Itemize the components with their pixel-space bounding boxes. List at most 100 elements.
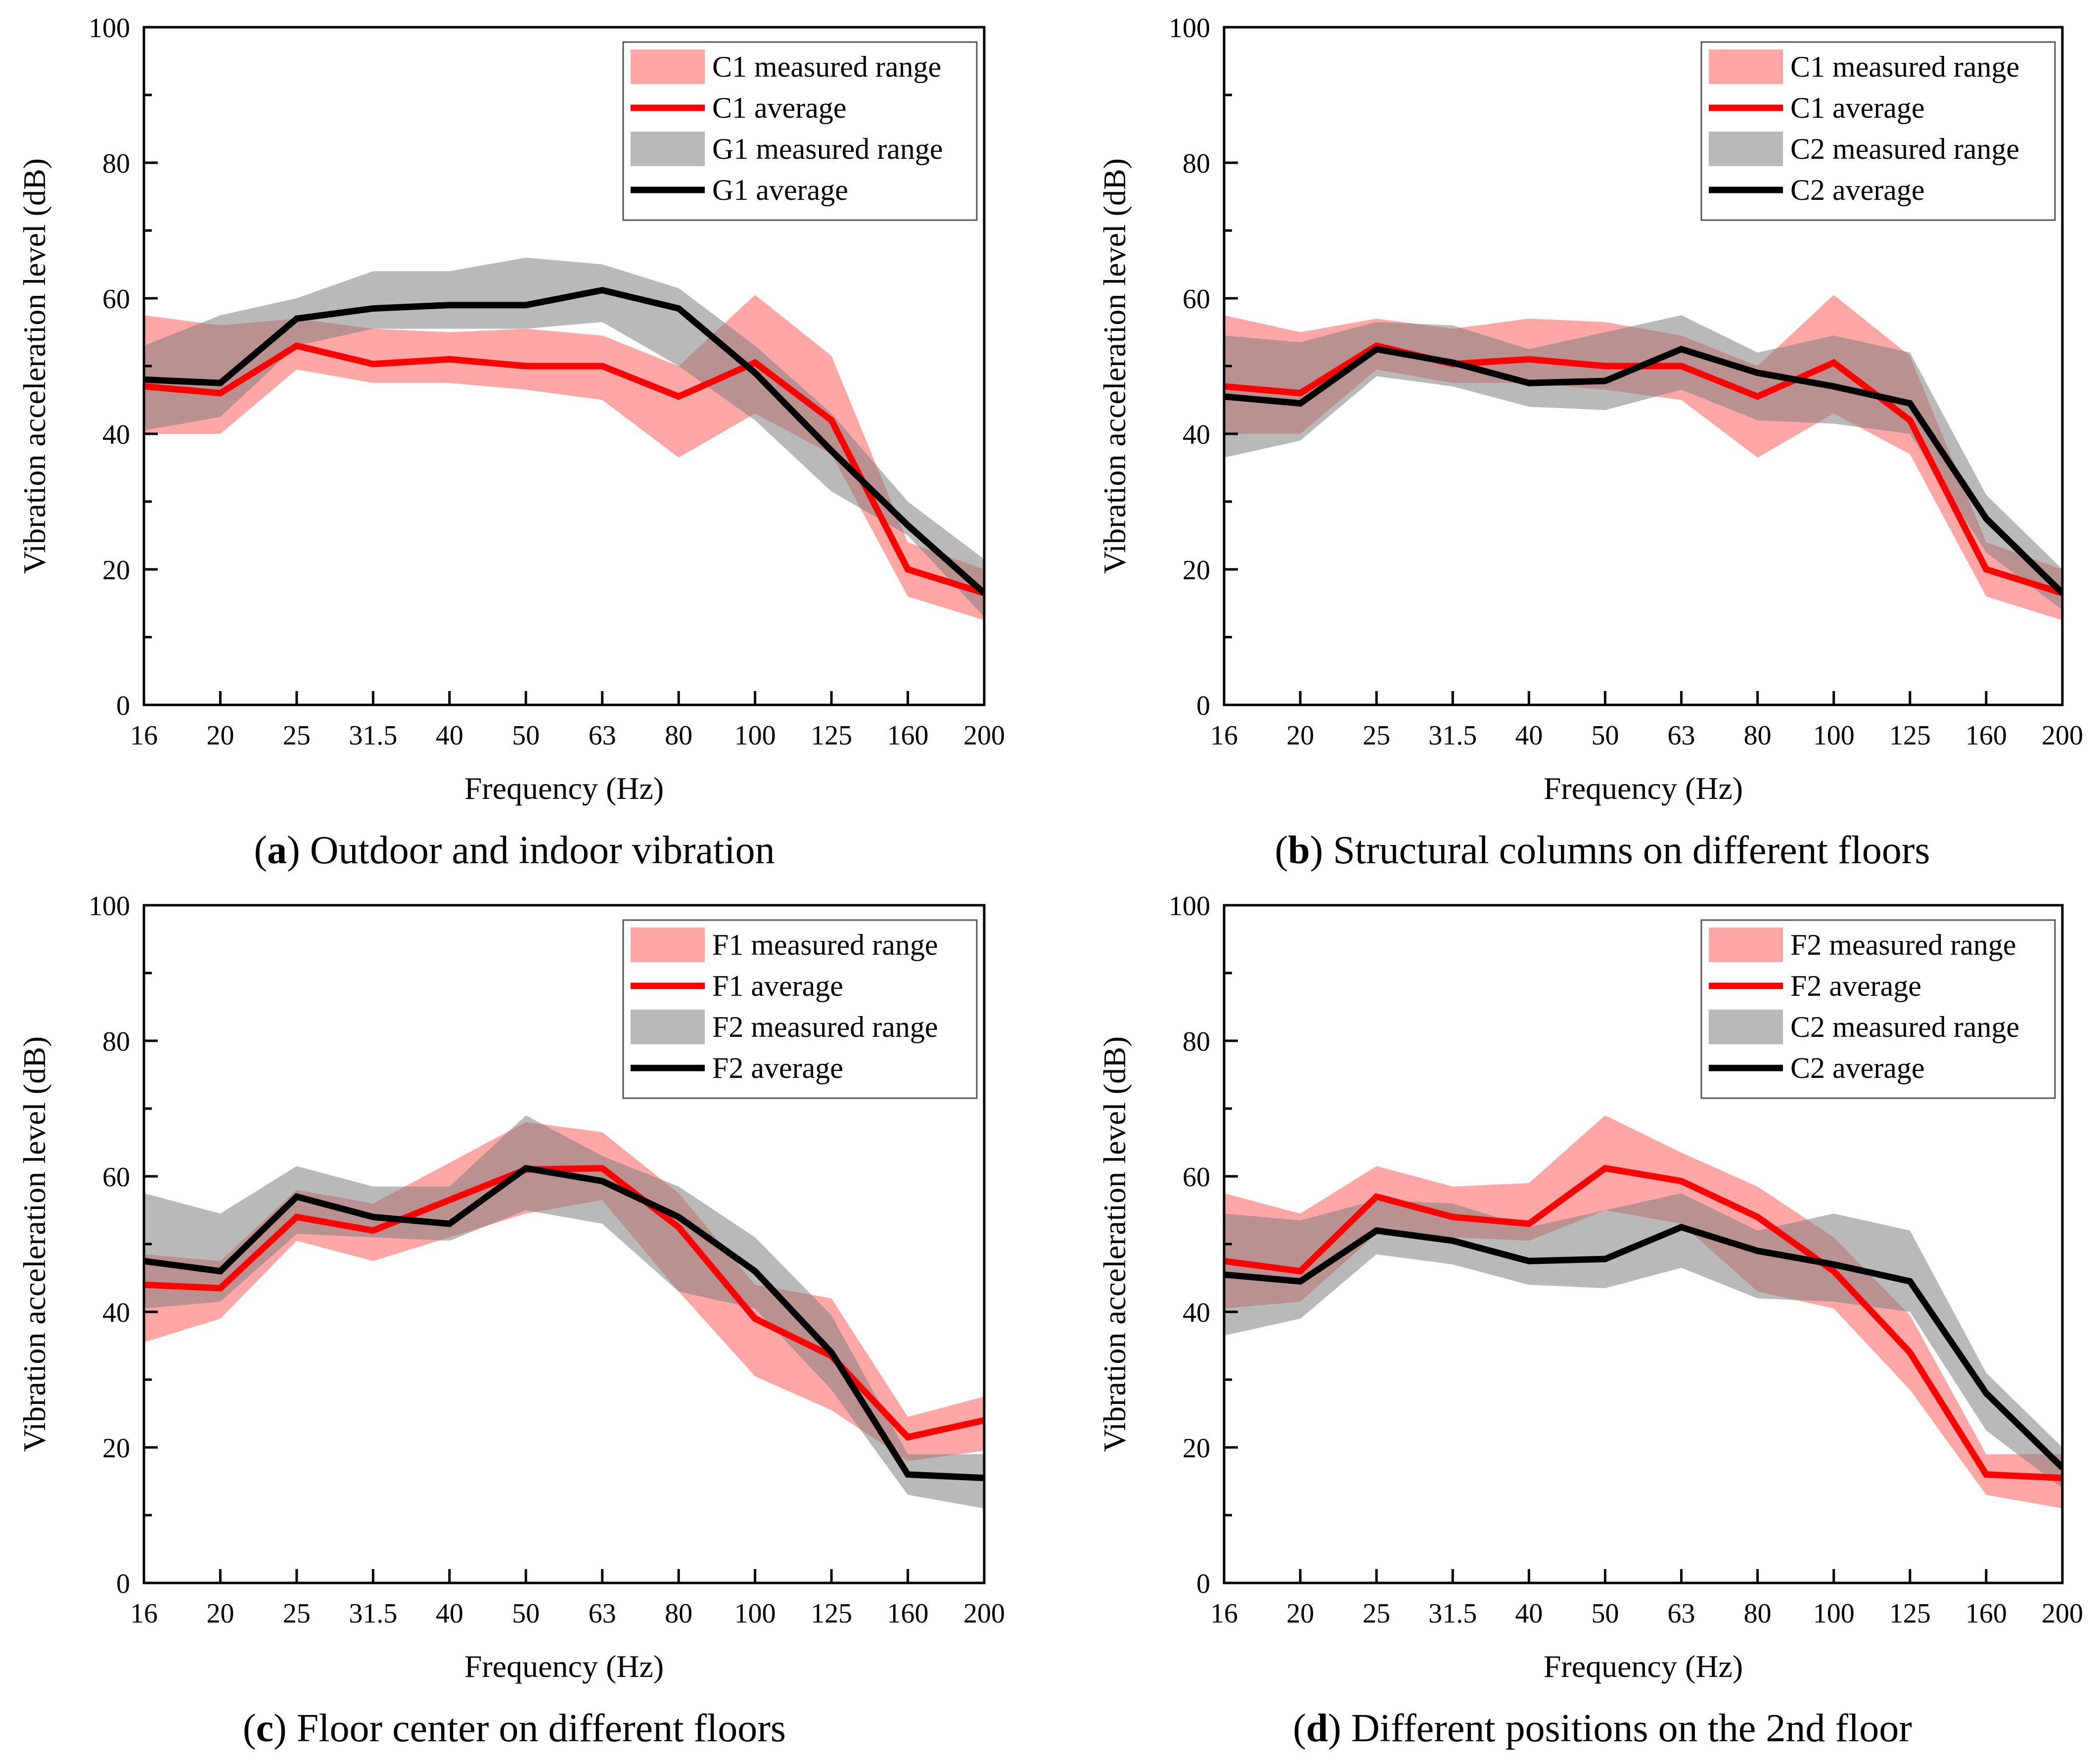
point-f1-average-63 [602,1168,603,1169]
point-g1-average-31.5 [372,308,373,309]
point-g1-average-160 [908,525,909,526]
legend-swatch-band [631,49,705,84]
point-c1-average-31.5 [372,364,373,365]
legend-label: C2 measured range [1790,1011,2019,1043]
point-f2-average-160 [908,1474,909,1475]
point-c2-average-50 [1604,1258,1605,1259]
point-f2-average-40 [449,1223,450,1224]
x-tick-label: 160 [1965,720,2007,751]
chart-panel-c: 0 20 40 60 80 100 16 20 25 31.5 40 50 63 80 100 125 160 2… [17,891,1005,1750]
y-tick-label: 80 [1183,1026,1210,1057]
point-f2-average-80 [678,1216,679,1217]
x-tick-label: 31.5 [1428,720,1477,751]
legend-swatch-band [1709,928,1783,962]
legend-swatch-band [1709,49,1783,84]
point-c2-average-31.5 [1452,362,1453,363]
point-f2-average-50 [525,1168,526,1169]
point-c1-average-125 [1910,420,1911,421]
y-tick-label: 60 [1183,284,1210,315]
x-tick-label: 20 [206,1598,234,1629]
point-f1-average-80 [678,1227,679,1228]
panel-caption: (a) Outdoor and indoor vibration [254,829,775,872]
legend-label: F1 measured range [712,928,938,961]
y-tick-label: 80 [102,148,130,179]
caption-paren-close: ) [274,1707,297,1750]
x-tick-label: 16 [130,1598,158,1629]
point-c1-average-50 [525,366,526,367]
panel-caption: (b) Structural columns on different floo… [1275,829,1930,872]
data-layer [144,257,984,620]
point-f2-average-125 [831,1352,832,1353]
x-axis-label: Frequency (Hz) [1544,1649,1743,1684]
legend-swatch-band [631,928,705,962]
legend: C1 measured range C1 average G1 measured r… [622,41,978,221]
point-f1-average-25 [296,1216,297,1217]
point-f2-average-40 [1528,1223,1529,1224]
x-tick-label: 125 [1889,1598,1931,1629]
point-c2-average-125 [1910,403,1911,404]
legend-swatch-band [1709,132,1783,166]
x-tick-label: 25 [1363,720,1390,751]
point-c1-average-100 [755,362,756,363]
legend-label: C1 average [1790,92,1925,124]
x-tick-label: 40 [436,720,463,751]
caption-paren-close: ) [287,829,310,872]
y-axis-label: Vibration acceleration level (dB) [17,158,52,574]
point-f2-average-20 [220,1271,221,1272]
point-c2-average-20 [1300,1281,1301,1282]
x-tick-label: 125 [1889,720,1931,751]
point-c2-average-80 [1757,372,1758,373]
point-g1-average-125 [831,450,832,451]
x-tick-label: 160 [1965,1598,2007,1629]
legend-label: C1 measured range [1790,50,2019,83]
point-c1-average-25 [296,345,297,346]
y-tick-label: 100 [89,13,130,44]
point-c2-average-20 [1300,403,1301,404]
y-axis-label: Vibration acceleration level (dB) [1097,1036,1132,1452]
point-f2-average-50 [1604,1168,1605,1169]
point-f2-average-100 [1833,1271,1834,1272]
point-g1-average-20 [220,382,221,383]
caption-paren-open: ( [1275,829,1288,872]
x-tick-label: 25 [1363,1598,1390,1629]
legend-label: C1 average [712,92,847,124]
point-c2-average-100 [1833,386,1834,387]
point-f1-average-20 [220,1288,221,1289]
point-c2-average-100 [1833,1264,1834,1265]
x-tick-label: 160 [887,1598,929,1629]
x-tick-label: 50 [512,720,540,751]
point-c2-average-50 [1604,380,1605,381]
point-c2-average-63 [1681,1227,1682,1228]
legend-label: F2 measured range [1790,928,2016,961]
point-f1-average-40 [449,1200,450,1201]
point-c2-average-31.5 [1452,1240,1453,1241]
point-f1-average-160 [908,1437,909,1438]
point-f2-average-31.5 [1452,1216,1453,1217]
caption-paren-open: ( [254,829,267,872]
point-f2-average-100 [755,1271,756,1272]
legend: C1 measured range C1 average C2 measured r… [1700,41,2056,221]
point-c2-average-40 [1528,1260,1529,1261]
x-tick-label: 40 [1515,1598,1543,1629]
y-tick-label: 20 [1183,555,1210,586]
point-c1-average-160 [908,569,909,570]
x-tick-label: 200 [963,720,1005,751]
point-f2-average-80 [1757,1216,1758,1217]
band-c2-measured-range [1224,1193,2062,1488]
point-f2-average-20 [1300,1271,1301,1272]
line-c1-average [144,342,984,597]
x-tick-label: 63 [589,1598,616,1629]
point-f2-average-63 [602,1181,603,1182]
y-tick-label: 40 [1183,419,1210,450]
y-tick-label: 40 [1183,1298,1210,1328]
legend-label: C2 measured range [1790,133,2019,165]
caption-letter: d [1306,1707,1328,1750]
legend-swatch-band [631,132,705,166]
point-c2-average-63 [1681,349,1682,350]
panel-caption: (c) Floor center on different floors [243,1707,786,1750]
y-axis-label: Vibration acceleration level (dB) [17,1036,52,1452]
point-c1-average-20 [1300,393,1301,394]
point-g1-average-80 [678,308,679,309]
point-c1-average-50 [1604,366,1605,367]
